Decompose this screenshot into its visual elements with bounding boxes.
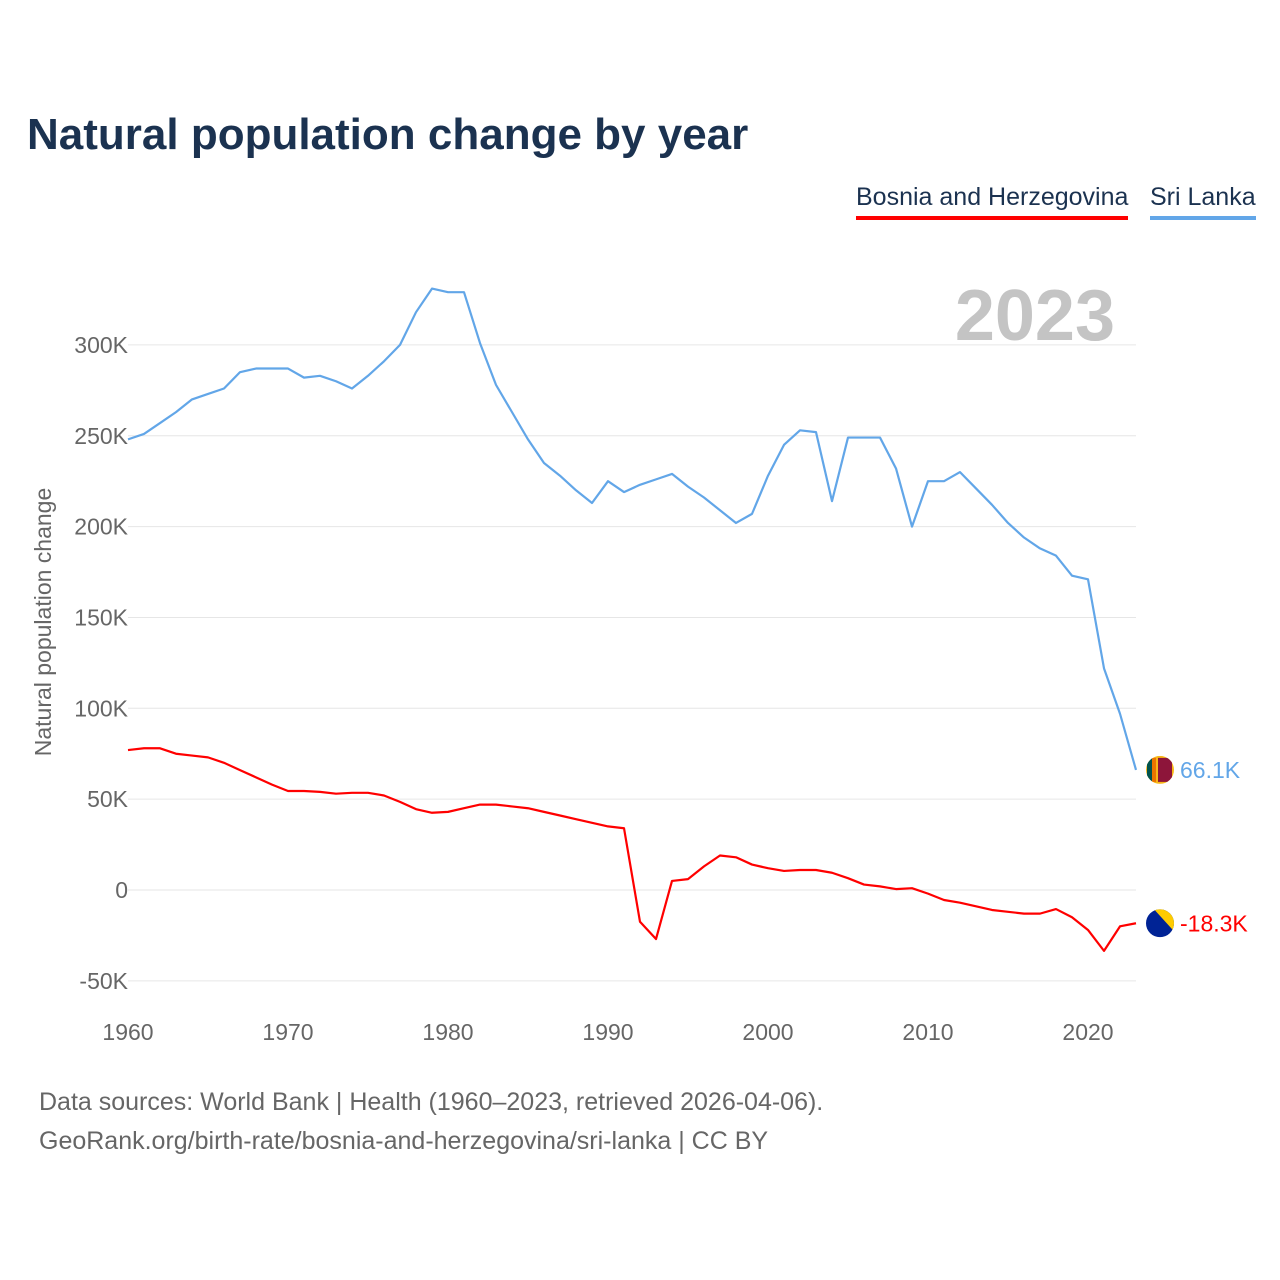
- end-value-label: -18.3K: [1180, 910, 1248, 936]
- bosnia-flag-icon: [1146, 909, 1174, 938]
- y-tick-label: 100K: [74, 695, 128, 721]
- flag-body: [1146, 909, 1174, 938]
- legend-bosnia[interactable]: Bosnia and Herzegovina: [856, 183, 1129, 220]
- flag-orange: [1152, 757, 1156, 782]
- end-value-label: 66.1K: [1180, 757, 1241, 783]
- sri-lanka-flag-icon: [1146, 755, 1174, 784]
- flag-maroon: [1158, 757, 1172, 782]
- y-tick-label: 150K: [74, 604, 128, 630]
- legend-sri-lanka[interactable]: Sri Lanka: [1150, 183, 1256, 220]
- x-tick-label: 2010: [902, 1019, 953, 1045]
- y-tick-label: 200K: [74, 514, 128, 540]
- flag-triangle: [1154, 909, 1174, 932]
- source-note: Data sources: World Bank | Health (1960–…: [39, 1088, 824, 1116]
- y-axis-label: Natural population change: [30, 488, 56, 757]
- x-tick-label: 1970: [262, 1019, 313, 1045]
- y-tick-label: 0: [115, 877, 128, 903]
- chart-title: Natural population change by year: [27, 110, 749, 159]
- y-tick-label: 50K: [87, 786, 129, 812]
- series-line-sri-lanka: [127, 287, 1138, 771]
- y-tick-label: 300K: [74, 332, 128, 358]
- x-tick-label: 2020: [1062, 1019, 1113, 1045]
- series-line-bosnia-and-herzegovina: [127, 747, 1137, 952]
- x-tick-label: 1960: [102, 1019, 153, 1045]
- x-tick-label: 2000: [742, 1019, 793, 1045]
- source-link[interactable]: GeoRank.org/birth-rate/bosnia-and-herzeg…: [39, 1127, 769, 1155]
- y-tick-label: -50K: [79, 968, 128, 994]
- flag-body: [1146, 755, 1174, 784]
- flag-green: [1147, 757, 1152, 782]
- x-tick-label: 1980: [422, 1019, 473, 1045]
- x-tick-label: 1990: [582, 1019, 633, 1045]
- y-tick-label: 250K: [74, 423, 128, 449]
- year-watermark: 2023: [955, 276, 1115, 356]
